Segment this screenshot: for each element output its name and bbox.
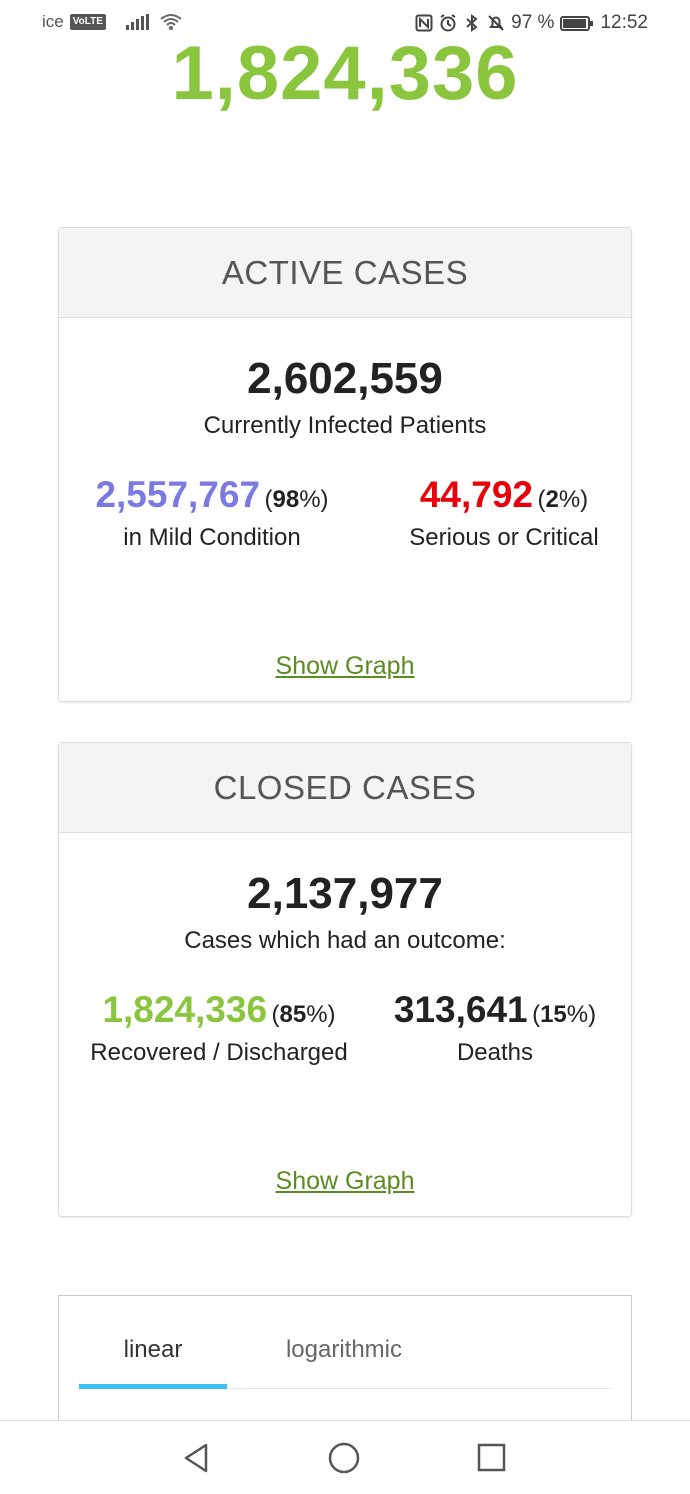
mute-icon bbox=[488, 15, 504, 31]
closed-cases-total: 2,137,977 bbox=[247, 869, 443, 918]
deaths-pct: (15%) bbox=[532, 1001, 597, 1028]
closed-cases-title: CLOSED CASES bbox=[59, 743, 631, 833]
battery-icon bbox=[560, 15, 594, 31]
battery-percent: 97 % bbox=[511, 12, 555, 33]
serious-label: Serious or Critical bbox=[409, 524, 599, 551]
closed-cases-card: CLOSED CASES 2,137,977 Cases which had a… bbox=[58, 742, 632, 1217]
deaths-value: 313,641 bbox=[393, 989, 528, 1030]
active-show-graph-link[interactable]: Show Graph bbox=[275, 652, 415, 680]
home-icon[interactable] bbox=[327, 1441, 361, 1475]
deaths-stat: 313,641 (15%) Deaths bbox=[377, 989, 613, 1067]
clock: 12:52 bbox=[600, 12, 648, 33]
closed-cases-breakdown: 1,824,336 (85%) Recovered / Discharged 3… bbox=[59, 989, 631, 1089]
closed-show-graph-link[interactable]: Show Graph bbox=[275, 1167, 415, 1195]
recovered-value: 1,824,336 bbox=[102, 989, 268, 1030]
recovered-pct: (85%) bbox=[271, 1001, 336, 1028]
status-bar: ice VoLTE bbox=[0, 0, 690, 48]
status-left: ice VoLTE bbox=[42, 12, 183, 32]
wifi-icon bbox=[160, 14, 182, 30]
graph-scale-tabs: linear logarithmic bbox=[58, 1295, 632, 1435]
active-cases-title: ACTIVE CASES bbox=[59, 228, 631, 318]
active-cases-card: ACTIVE CASES 2,602,559 Currently Infecte… bbox=[58, 227, 632, 702]
status-right: 97 % 12:52 bbox=[415, 12, 648, 34]
nfc-icon bbox=[415, 14, 433, 32]
tab-divider bbox=[79, 1388, 611, 1389]
deaths-label: Deaths bbox=[456, 1039, 534, 1066]
headline-recovered-total: 1,824,336 bbox=[171, 31, 519, 116]
carrier-label: ice bbox=[42, 12, 64, 31]
recents-icon[interactable] bbox=[476, 1441, 506, 1475]
bluetooth-icon bbox=[466, 14, 478, 32]
volte-badge: VoLTE bbox=[69, 14, 106, 30]
mild-label: in Mild Condition bbox=[123, 524, 301, 551]
closed-cases-total-label: Cases which had an outcome: bbox=[184, 927, 506, 954]
signal-icon bbox=[125, 14, 149, 30]
active-tab-indicator bbox=[79, 1384, 227, 1389]
tab-logarithmic[interactable]: logarithmic bbox=[285, 1336, 403, 1363]
serious-value: 44,792 bbox=[419, 474, 533, 515]
navigation-bar bbox=[0, 1420, 690, 1494]
active-cases-breakdown: 2,557,767 (98%) in Mild Condition 44,792… bbox=[59, 474, 631, 574]
recovered-label: Recovered / Discharged bbox=[90, 1039, 348, 1066]
tab-linear[interactable]: linear bbox=[123, 1336, 183, 1363]
serious-condition-stat: 44,792 (2%) Serious or Critical bbox=[389, 474, 619, 552]
active-cases-total-label: Currently Infected Patients bbox=[203, 412, 487, 439]
active-cases-total: 2,602,559 bbox=[247, 354, 443, 403]
alarm-icon bbox=[440, 14, 456, 32]
mild-pct: (98%) bbox=[264, 486, 329, 513]
mild-value: 2,557,767 bbox=[95, 474, 261, 515]
recovered-stat: 1,824,336 (85%) Recovered / Discharged bbox=[79, 989, 359, 1067]
back-icon[interactable] bbox=[180, 1441, 214, 1475]
serious-pct: (2%) bbox=[537, 486, 589, 513]
mild-condition-stat: 2,557,767 (98%) in Mild Condition bbox=[87, 474, 337, 552]
